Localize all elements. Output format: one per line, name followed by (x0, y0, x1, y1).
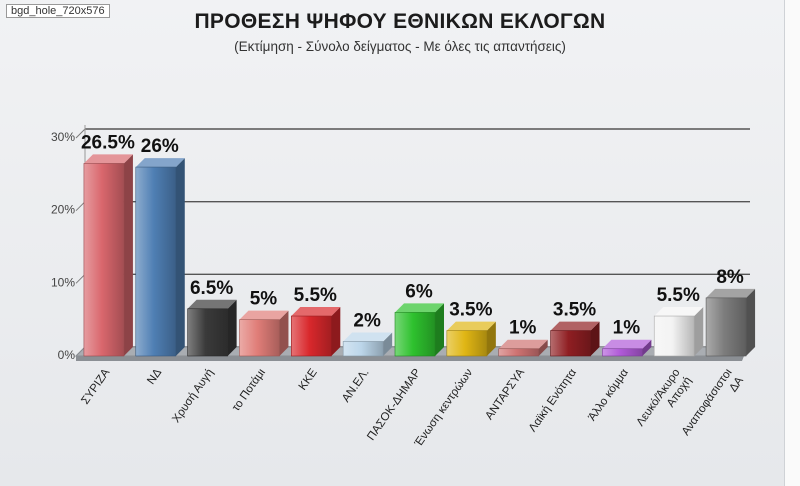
category-label-group: ΠΑΣΟΚ-ΔΗΜΑΡ (365, 367, 423, 443)
bar-side (227, 299, 237, 356)
bar (135, 166, 177, 357)
chart-subtitle: (Εκτίμηση - Σύνολο δείγματος - Με όλες τ… (234, 39, 566, 54)
bar-top (498, 339, 548, 349)
x-tick-label: ΣΥΡΙΖΑ (79, 367, 112, 407)
bar-top (654, 307, 704, 317)
bar-top (602, 339, 652, 349)
bar-side (175, 158, 185, 356)
y-tick-label: 20% (51, 203, 75, 217)
chart-floor-edge (76, 356, 744, 361)
x-tick-label: ΑΝ.ΕΛ. (340, 367, 371, 405)
x-tick-label: Ένωση κεντρώων (412, 367, 475, 450)
bar-value-label: 5% (250, 289, 278, 310)
bar-top (187, 299, 237, 309)
bar-side (331, 307, 341, 356)
x-tick-label: το Ποτάμι (230, 366, 268, 413)
bar-value-label: 3.5% (449, 300, 492, 321)
x-tick-label: ΝΔ (145, 367, 164, 387)
bar-value-label: 6% (405, 281, 433, 302)
bar-side (590, 321, 600, 356)
x-tick-label: ΑΝΤΑΡΣΥΑ (483, 367, 527, 423)
bar (394, 312, 436, 357)
bar-top (239, 310, 289, 320)
bar-value-label: 26% (141, 136, 179, 157)
bar-top (83, 154, 133, 164)
bar-side (642, 339, 652, 356)
bar-top (706, 288, 756, 298)
chart-title: ΠΡΟΘΕΣΗ ΨΗΦΟΥ ΕΘΝΙΚΩΝ ΕΚΛΟΓΩΝ (194, 10, 606, 33)
bar (239, 319, 280, 357)
bar-top (446, 321, 496, 331)
gridline-connector (75, 273, 86, 284)
bar-side (123, 154, 133, 356)
y-tick-label: 10% (51, 275, 75, 289)
y-tick-label: 0% (58, 348, 76, 362)
right-edge-strip (784, 0, 800, 486)
gridline-connector (75, 128, 86, 139)
bar-top (343, 332, 393, 342)
bar (602, 348, 643, 357)
bar-top (291, 307, 341, 317)
category-label-group: Λαϊκή Ενότητα (527, 367, 579, 435)
x-tick-label: Αναποφάσιστοι (680, 366, 735, 437)
bar-side (746, 288, 756, 356)
bar-top (395, 303, 444, 313)
bar-value-label: 1% (509, 318, 537, 339)
category-label-group: ΣΥΡΙΖΑ (79, 367, 112, 407)
x-tick-label: ΚΚΕ (297, 367, 320, 393)
category-label-group: Χρυσή Αυγή (170, 367, 216, 425)
bar-side (538, 339, 548, 356)
bar-value-label: 1% (613, 318, 641, 339)
bar-value-label: 8% (716, 267, 744, 288)
bar (653, 315, 695, 357)
category-label-group: ΑΝΤΑΡΣΥΑ (483, 367, 527, 423)
category-label-group: Ένωση κεντρώων (412, 367, 475, 450)
bar (342, 341, 384, 357)
bar (446, 330, 488, 357)
category-label-group: ΑΝ.ΕΛ. (340, 367, 371, 405)
bar (550, 330, 591, 357)
x-tick-label: Χρυσή Αυγή (170, 367, 216, 425)
category-label-group: ΚΚΕ (297, 367, 320, 393)
bar-value-label: 26.5% (81, 132, 135, 153)
bar-top (550, 321, 600, 331)
bar-value-label: 6.5% (190, 278, 233, 299)
gridline-connector (75, 201, 86, 212)
x-tick-label: Λαϊκή Ενότητα (527, 367, 579, 435)
bar (705, 297, 747, 357)
category-label-group: Άλλο κόμμα (586, 367, 631, 424)
bar-side (279, 310, 289, 356)
bar (187, 308, 228, 357)
category-label-group: ΝΔ (145, 367, 164, 387)
bar (498, 348, 539, 357)
bar-side (435, 303, 444, 356)
bar-side (694, 307, 704, 356)
bar-top (135, 158, 185, 168)
bar-value-label: 5.5% (657, 285, 700, 306)
bar-side (383, 332, 393, 356)
x-tick-label: ΠΑΣΟΚ-ΔΗΜΑΡ (365, 367, 423, 443)
bar-value-label: 2% (353, 310, 381, 331)
watermark-label: bgd_hole_720x576 (6, 4, 110, 18)
bar-value-label: 5.5% (294, 285, 337, 306)
y-tick-label: 30% (51, 130, 75, 144)
bar-side (486, 321, 496, 356)
x-tick-label: Άλλο κόμμα (586, 367, 631, 424)
bar (291, 315, 332, 357)
bar-value-label: 3.5% (553, 300, 596, 321)
bar (83, 163, 125, 357)
category-label-group: το Ποτάμι (230, 366, 268, 413)
